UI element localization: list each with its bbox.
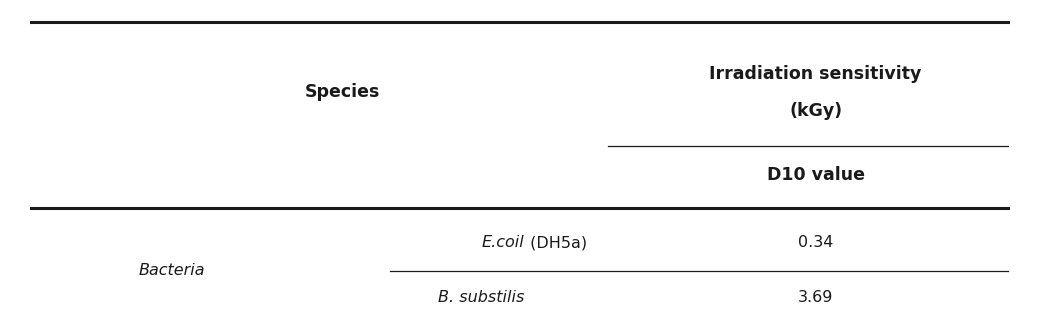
Text: Species: Species [305, 83, 380, 101]
Text: 0.34: 0.34 [798, 235, 833, 250]
Text: D10 value: D10 value [767, 166, 864, 184]
Text: Bacteria: Bacteria [138, 263, 205, 278]
Text: B. substilis: B. substilis [438, 290, 525, 305]
Text: (kGy): (kGy) [789, 102, 843, 120]
Text: E.coil: E.coil [482, 235, 525, 250]
Text: Irradiation sensitivity: Irradiation sensitivity [710, 64, 922, 83]
Text: 3.69: 3.69 [798, 290, 833, 305]
Text: (DH5a): (DH5a) [525, 235, 587, 250]
